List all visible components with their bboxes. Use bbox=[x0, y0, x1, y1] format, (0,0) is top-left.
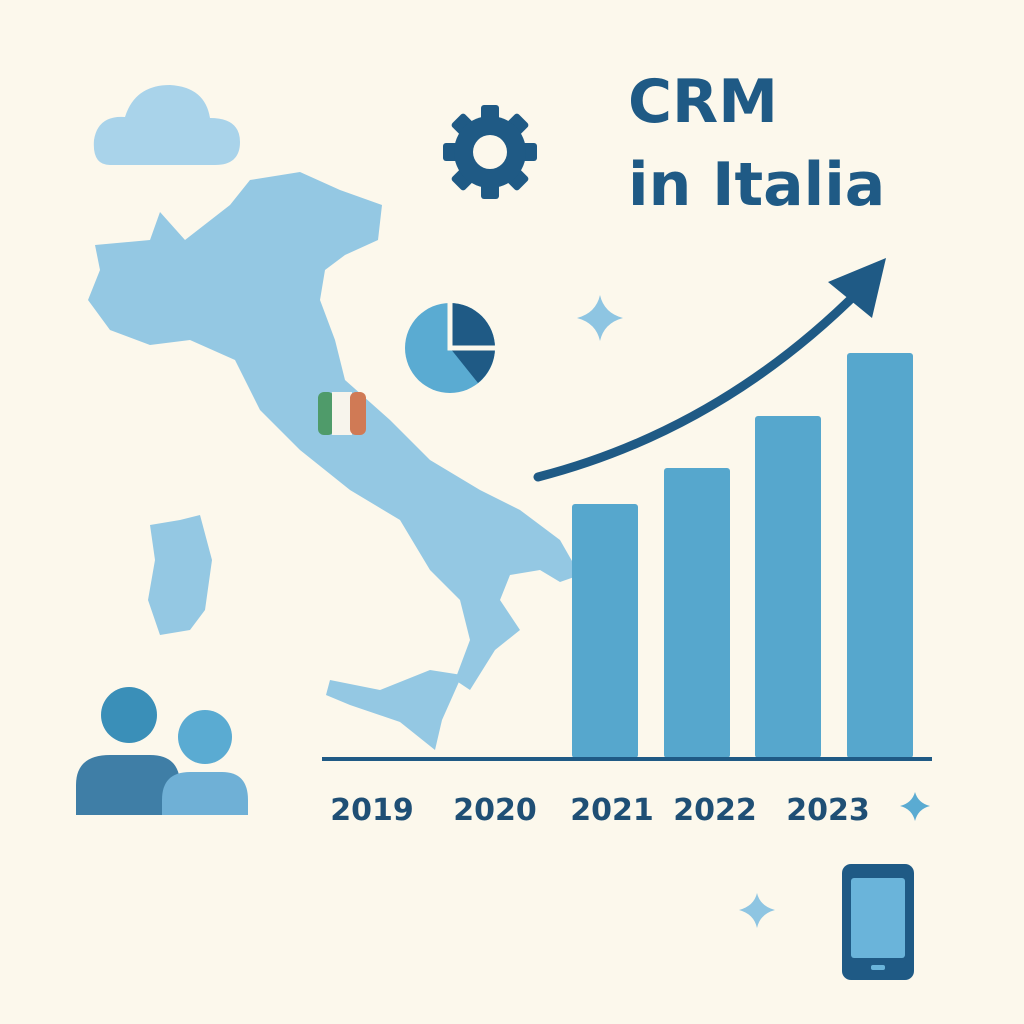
year-label: 2023 bbox=[786, 793, 870, 828]
pie-icon bbox=[405, 303, 495, 393]
cloud-icon bbox=[93, 85, 240, 165]
people-icon bbox=[76, 687, 248, 815]
phone-icon bbox=[842, 864, 914, 980]
arrow-head bbox=[828, 258, 886, 318]
flag-icon bbox=[318, 392, 366, 435]
bar-shapes bbox=[572, 353, 913, 758]
title-line: in Italia bbox=[628, 150, 885, 220]
trend-arrow bbox=[533, 285, 865, 482]
year-label: 2021 bbox=[570, 793, 654, 828]
year-label: 2020 bbox=[453, 793, 537, 828]
gear-icon bbox=[443, 105, 537, 199]
title-line: CRM bbox=[628, 67, 778, 137]
year-label: 2019 bbox=[330, 793, 414, 828]
year-label: 2022 bbox=[673, 793, 757, 828]
sparkle-icons bbox=[577, 295, 930, 928]
